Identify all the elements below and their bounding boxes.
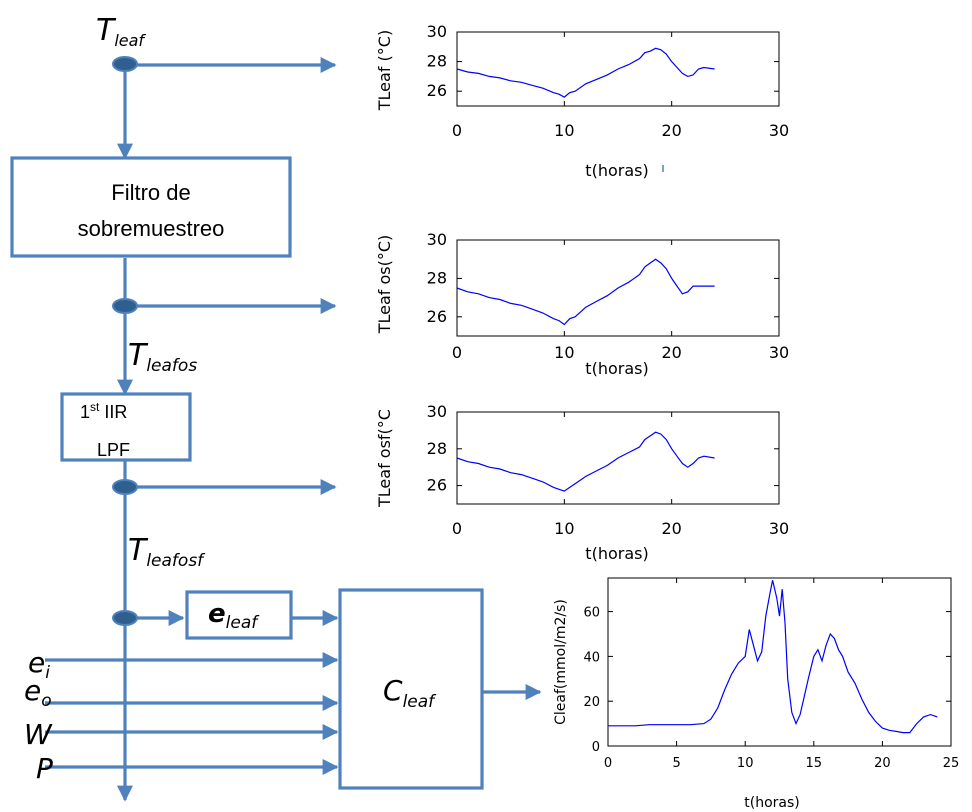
x-tick-label: 15 [806, 756, 823, 771]
y-axis-label: TLeaf osf(°C [375, 409, 394, 508]
node-3 [112, 479, 138, 495]
series-line [456, 258, 715, 326]
iir-lpf-block [60, 392, 192, 462]
label-eleaf: eleaf [208, 599, 260, 633]
x-axis-label: t(horas) [585, 359, 648, 378]
label-p: P [36, 752, 53, 785]
x-tick-label: 0 [452, 121, 462, 140]
y-tick-label: 30 [427, 402, 447, 421]
x-tick-label: 20 [661, 343, 681, 362]
label-tleafos: Tleafos [128, 338, 197, 376]
y-tick-label: 20 [583, 695, 600, 710]
label-w: W [24, 718, 53, 751]
x-tick-label: 5 [672, 756, 680, 771]
x-tick-label: 30 [769, 519, 789, 538]
chart-tleaf: 0 10 20 30 26 28 30 t(horas) TLeaf (°C) [375, 22, 789, 180]
y-tick-label: 26 [427, 476, 447, 495]
x-tick-label: 0 [452, 519, 462, 538]
filter-block-line1: Filtro de [111, 180, 190, 205]
iir-block-line2: LPF [97, 440, 130, 460]
y-tick-label: 60 [583, 606, 600, 621]
nodes [112, 56, 138, 626]
x-tick-label: 0 [452, 343, 462, 362]
y-tick-label: 30 [427, 230, 447, 249]
x-tick-label: 10 [554, 519, 574, 538]
x-tick-label: 20 [661, 519, 681, 538]
y-axis-label: TLeaf os(°C) [375, 235, 394, 335]
x-tick-label: 30 [769, 343, 789, 362]
label-ei: ei [28, 646, 50, 683]
y-tick-label: 28 [427, 52, 447, 71]
x-tick-label: 20 [874, 756, 891, 771]
block-diagram [10, 57, 542, 802]
y-tick-label: 30 [427, 22, 447, 41]
x-tick-label: 30 [769, 121, 789, 140]
node-2 [112, 298, 138, 314]
cleaf-block [338, 588, 484, 790]
label-tleaf: Tleaf [96, 13, 146, 50]
label-cleaf: Cleaf [383, 674, 437, 712]
label-eo: eo [24, 674, 52, 711]
x-axis-label: t(horas) [585, 161, 648, 180]
y-axis-label: Cleaf(mmol/m2/s) [553, 599, 569, 725]
node-1 [112, 56, 138, 72]
y-tick-label: 40 [583, 650, 600, 665]
y-tick-label: 26 [427, 307, 447, 326]
chart-tleaf-os: 0 10 20 30 26 28 30 t(horas) TLeaf os(°C) [375, 230, 789, 378]
y-tick-label: 28 [427, 268, 447, 287]
plot-frame [607, 577, 952, 747]
filter-block [10, 156, 292, 258]
chart-tleaf-osf: 0 10 20 30 26 28 30 t(horas) TLeaf osf(°C [375, 402, 789, 563]
label-tleafosf: Tleafosf [128, 533, 206, 571]
y-tick-label: 26 [427, 81, 447, 100]
y-axis-label: TLeaf (°C) [375, 30, 394, 111]
x-tick-label: 20 [661, 121, 681, 140]
x-axis-label: t(horas) [585, 544, 648, 563]
eleaf-block [185, 590, 293, 640]
series-line [456, 47, 715, 98]
chart-cleaf: 0 5 10 15 20 25 0 20 40 60 t(horas) Cleaf(mmol/m2/s… [553, 577, 960, 811]
filter-block-line2: sobremuestreo [78, 216, 225, 241]
node-4 [112, 610, 138, 626]
y-tick-label: 28 [427, 439, 447, 458]
x-tick-label: 25 [943, 756, 960, 771]
x-tick-label: 0 [604, 756, 612, 771]
x-tick-label: 10 [554, 343, 574, 362]
series-line [608, 580, 938, 734]
y-tick-label: 0 [592, 740, 600, 755]
iir-block-line1: 1st IIR [80, 400, 127, 422]
x-tick-label: 10 [554, 121, 574, 140]
x-axis-label: t(horas) [744, 795, 799, 811]
series-line [456, 431, 715, 492]
x-tick-label: 10 [737, 756, 754, 771]
